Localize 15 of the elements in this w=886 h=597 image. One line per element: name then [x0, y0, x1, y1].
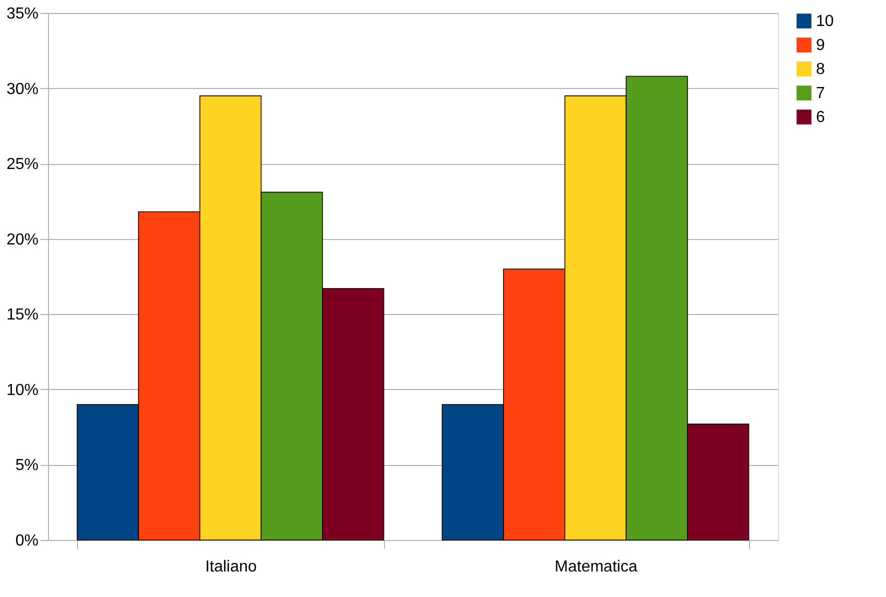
legend-label: 6 — [816, 109, 825, 126]
y-tick-label: 0% — [15, 532, 38, 550]
y-tick-label: 20% — [6, 231, 38, 248]
legend-label: 10 — [816, 13, 834, 30]
x-tick-label: Italiano — [205, 558, 257, 576]
legend-label: 7 — [816, 85, 825, 102]
y-tick-label: 15% — [6, 306, 38, 324]
y-tick-label: 35% — [6, 6, 38, 22]
y-tick-label: 30% — [6, 80, 38, 98]
y-tick-label: 5% — [15, 457, 38, 474]
x-tick-label: Matematica — [554, 558, 638, 576]
legend-label: 9 — [816, 37, 825, 54]
y-tick-label: 25% — [6, 156, 38, 174]
legend-label: 8 — [816, 61, 825, 78]
y-tick-label: 10% — [6, 382, 38, 399]
